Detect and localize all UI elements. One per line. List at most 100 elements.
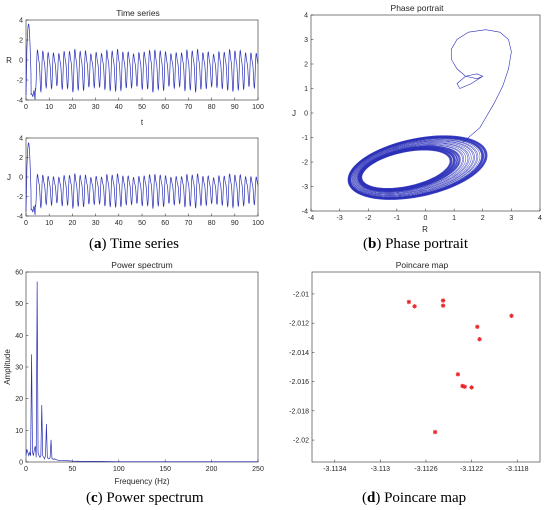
y-axis-label: Amplitude: [3, 349, 12, 385]
y-tick-label: -2: [302, 160, 308, 167]
caption-a: (a) Time series: [89, 236, 180, 252]
x-tick-label: 80: [208, 104, 216, 111]
chart-title: Phase portrait: [391, 3, 445, 13]
x-tick-label: 0: [424, 215, 428, 222]
poincare-point: [477, 337, 482, 342]
poincare-point: [462, 384, 467, 389]
y-tick-label: 4: [19, 136, 23, 143]
poincare-point: [509, 313, 514, 319]
y-tick-label: 3: [304, 37, 308, 44]
x-tick-label: -3.1118: [506, 466, 529, 473]
x-tick-label: -4: [308, 215, 314, 222]
poincare-point: [412, 304, 417, 309]
poincare-point: [455, 372, 461, 377]
x-tick-label: 90: [231, 220, 239, 227]
panel-poincare-map: Poincare map -3.1134 -3.113 -3.1126 -3.1122…: [289, 260, 541, 473]
y-tick-label: 0: [19, 460, 23, 467]
x-tick-label: 20: [69, 104, 77, 111]
panel-phase-portrait: Phase portrait -4 -3 -2 -1 0 1 2 3 4 -4 -3 -2 -1 0 1 2 3…: [292, 3, 542, 234]
y-tick-label: 1: [304, 86, 308, 93]
x-tick-label: 20: [69, 220, 77, 227]
x-tick-label: -2: [365, 215, 371, 222]
x-tick-label: 10: [45, 220, 53, 227]
y-axis-label: J: [7, 173, 11, 182]
y-tick-label: 4: [19, 18, 23, 25]
y-tick-label: 40: [15, 333, 23, 340]
y-tick-label: 10: [15, 428, 23, 435]
x-tick-label: 50: [138, 220, 146, 227]
attractor-orbit: [358, 147, 456, 191]
phase-trajectory: [347, 29, 512, 200]
poincare-points: [406, 298, 514, 435]
attractor-orbit: [356, 144, 465, 193]
poincare-point: [406, 299, 412, 305]
attractor-orbit: [360, 148, 453, 190]
x-tick-label: 100: [252, 220, 264, 227]
plot-frame: [311, 271, 541, 463]
panel-time-series-j: 0 10 20 30 40 50 60 70 80 90 100 -4 -2 0 2 4 J: [7, 136, 264, 228]
x-tick-label: 70: [185, 220, 193, 227]
y-axis-label: R: [6, 56, 12, 65]
y-tick-label: 2: [19, 155, 23, 162]
caption-c: (c) Power spectrum: [86, 490, 204, 506]
y-tick-label: -2.02: [293, 438, 309, 445]
x-tick-label: 3: [509, 215, 513, 222]
x-tick-label: 250: [252, 466, 264, 473]
x-tick-label: -3.1122: [460, 466, 483, 473]
x-tick-label: 40: [115, 104, 123, 111]
y-tick-label: 2: [304, 62, 308, 69]
y-tick-label: -4: [17, 214, 23, 221]
attractor-orbit: [355, 143, 467, 194]
chart-title: Poincare map: [396, 260, 449, 270]
y-tick-label: -3: [302, 184, 308, 191]
x-tick-label: -3: [337, 215, 343, 222]
y-tick-label: -2.012: [289, 321, 309, 328]
attractor-orbit: [351, 139, 479, 197]
y-tick-label: -2.018: [289, 408, 309, 415]
axis-ticks: 0 50 100 150 200 250 0 10 20 30 40 50 60: [15, 270, 264, 474]
y-tick-label: -2: [17, 78, 23, 85]
y-tick-label: 0: [19, 175, 23, 182]
x-tick-label: 2: [481, 215, 485, 222]
transient-curve: [450, 29, 512, 143]
poincare-point: [440, 303, 446, 308]
y-axis-label: J: [292, 109, 296, 118]
axis-ticks: 0 10 20 30 40 50 60 70 80 90 100 -4 -2 0 2 4: [17, 18, 264, 112]
attractor-orbit: [352, 140, 475, 196]
x-tick-label: 0: [24, 220, 28, 227]
x-tick-label: -1: [394, 215, 400, 222]
x-axis-label: t: [141, 118, 144, 127]
x-tick-label: 60: [161, 104, 169, 111]
x-tick-label: 1: [452, 215, 456, 222]
y-tick-label: 30: [15, 365, 23, 372]
plot-frame: [25, 271, 259, 463]
y-tick-label: 0: [304, 111, 308, 118]
attractor-orbit: [351, 139, 477, 197]
x-axis-label: R: [422, 225, 428, 234]
y-tick-label: -4: [17, 98, 23, 105]
x-tick-label: 60: [161, 220, 169, 227]
y-tick-label: 4: [304, 13, 308, 20]
attractor-orbit: [348, 136, 485, 199]
spectrum-line: [25, 281, 258, 463]
series-line-r: [25, 23, 259, 100]
y-tick-label: 2: [19, 38, 23, 45]
y-tick-label: 20: [15, 396, 23, 403]
y-tick-label: -2.016: [289, 379, 309, 386]
y-tick-label: 50: [15, 301, 23, 308]
x-tick-label: 80: [208, 220, 216, 227]
y-tick-label: 0: [19, 58, 23, 65]
x-tick-label: 30: [92, 220, 100, 227]
poincare-point: [440, 298, 446, 303]
caption-b: (b) Phase portrait: [363, 236, 468, 252]
x-tick-label: 200: [206, 466, 218, 473]
chart-title: Power spectrum: [111, 260, 172, 270]
x-tick-label: 100: [252, 104, 264, 111]
chart-title: Time series: [116, 8, 160, 18]
x-tick-label: 40: [115, 220, 123, 227]
x-tick-label: 0: [24, 466, 28, 473]
attractor-orbit: [352, 140, 474, 196]
poincare-point: [432, 429, 438, 435]
x-tick-label: 10: [45, 104, 53, 111]
